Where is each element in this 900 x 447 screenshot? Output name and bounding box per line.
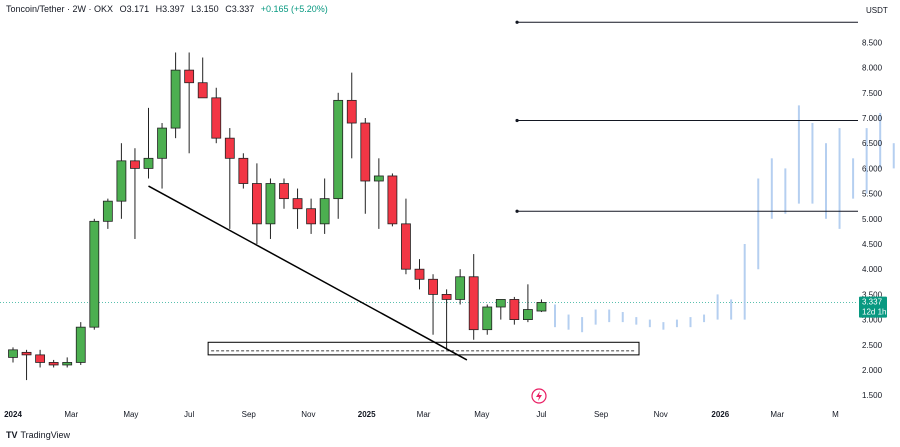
- candle-body: [224, 137, 235, 159]
- tradingview-logo-icon: TV: [6, 430, 18, 440]
- currency-label: USDT: [866, 6, 888, 15]
- x-tick-label: May: [123, 410, 138, 419]
- candle-body: [21, 351, 32, 356]
- candles-layer: [8, 52, 547, 381]
- y-tick-label: 6.000: [862, 164, 883, 173]
- y-tick-label: 8.000: [862, 64, 883, 73]
- candle-body: [279, 183, 289, 200]
- y-tick-label: 4.000: [862, 265, 883, 274]
- candle-body: [387, 175, 398, 225]
- x-tick-label: 2025: [358, 410, 376, 419]
- candle-body: [455, 276, 466, 300]
- y-tick-label: 2.000: [862, 366, 883, 375]
- close-value: C3.337: [225, 4, 255, 14]
- symbol-title[interactable]: Toncoin/Tether · 2W · OKX: [6, 4, 114, 14]
- x-tick-label: M: [832, 410, 839, 419]
- candle-body: [346, 99, 357, 124]
- y-tick-label: 4.500: [862, 240, 883, 249]
- candle-body: [102, 200, 113, 222]
- x-tick-label: May: [474, 410, 489, 419]
- low-value: L3.150: [191, 4, 219, 14]
- x-tick-label: Jul: [184, 410, 194, 419]
- change-value: +0.165 (+5.20%): [260, 4, 328, 14]
- x-tick-label: 2026: [711, 410, 729, 419]
- x-tick-label: Mar: [770, 410, 784, 419]
- y-tick-label: 8.500: [862, 38, 883, 47]
- candle-body: [523, 309, 533, 320]
- candle-body: [319, 198, 330, 225]
- footer-branding[interactable]: TV TradingView: [6, 430, 70, 440]
- y-tick-label: 7.500: [862, 89, 883, 98]
- level-anchor: [515, 20, 519, 24]
- event-marker-icon[interactable]: [531, 388, 547, 404]
- time-axis[interactable]: 2024 Mar May Jul Sep Nov 2025 Mar May Jul Sep Nov 20…: [4, 410, 839, 419]
- countdown-label: 12d 1h: [862, 308, 886, 317]
- x-tick-label: Mar: [64, 410, 78, 419]
- y-tick-label: 5.000: [862, 215, 883, 224]
- projection-layer: [554, 105, 895, 333]
- x-tick-label: Sep: [594, 410, 609, 419]
- level-anchor: [515, 118, 519, 123]
- annotation-layer: [148, 20, 858, 404]
- candle-body: [373, 175, 384, 182]
- candle-body: [482, 306, 493, 331]
- y-tick-label: 3.500: [862, 290, 883, 299]
- candle-body: [170, 69, 181, 129]
- candle-body: [197, 82, 208, 99]
- x-tick-label: Nov: [301, 410, 315, 419]
- candle-body: [35, 354, 45, 363]
- lightning-icon: [536, 391, 542, 401]
- candle-body: [306, 208, 317, 225]
- candle-body: [184, 69, 195, 84]
- candle-body: [509, 299, 520, 321]
- x-tick-label: Sep: [242, 410, 257, 419]
- y-tick-label: 2.500: [862, 341, 883, 350]
- x-tick-label: 2024: [4, 410, 22, 419]
- candle-body: [130, 160, 140, 169]
- candle-body: [265, 183, 276, 225]
- y-tick-label: 3.000: [862, 316, 883, 325]
- candle-body: [401, 223, 411, 270]
- high-value: H3.397: [155, 4, 185, 14]
- y-tick-label: 6.500: [862, 139, 883, 148]
- y-tick-label: 1.500: [862, 391, 883, 400]
- candle-body: [292, 198, 303, 210]
- candle-body: [360, 122, 371, 182]
- candle-body: [211, 97, 222, 139]
- y-tick-label: 7.000: [862, 114, 883, 123]
- chart-header: Toncoin/Tether · 2W · OKX O3.171 H3.397 …: [6, 4, 332, 14]
- candle-body: [116, 160, 127, 202]
- candle-body: [468, 276, 479, 331]
- current-price-label: 3.337: [862, 298, 883, 307]
- x-tick-label: Jul: [536, 410, 546, 419]
- current-price-badge-bg: [859, 296, 887, 318]
- candle-body: [495, 299, 506, 308]
- price-axis[interactable]: USDT 8.500 8.000 7.500 7.000 6.500 6.000 5.500 5…: [859, 6, 888, 400]
- candle-body: [89, 220, 100, 328]
- trendline: [148, 185, 468, 361]
- candle-body: [62, 362, 73, 366]
- candle-body: [428, 278, 438, 295]
- candle-body: [157, 127, 167, 159]
- candle-body: [143, 157, 154, 169]
- support-zone: [207, 341, 640, 356]
- candle-body: [414, 268, 425, 280]
- candle-body: [251, 183, 262, 225]
- x-tick-label: Mar: [417, 410, 431, 419]
- brand-name: TradingView: [20, 430, 71, 440]
- candle-body: [75, 326, 86, 363]
- y-tick-label: 5.500: [862, 190, 883, 199]
- candle-body: [441, 293, 452, 300]
- level-anchor: [515, 209, 519, 213]
- x-tick-label: Nov: [654, 410, 668, 419]
- candle-body: [536, 302, 547, 312]
- open-value: O3.171: [119, 4, 150, 14]
- candle-body: [8, 349, 18, 358]
- candle-body: [48, 362, 59, 366]
- candle-body: [333, 99, 344, 200]
- candle-body: [238, 157, 249, 184]
